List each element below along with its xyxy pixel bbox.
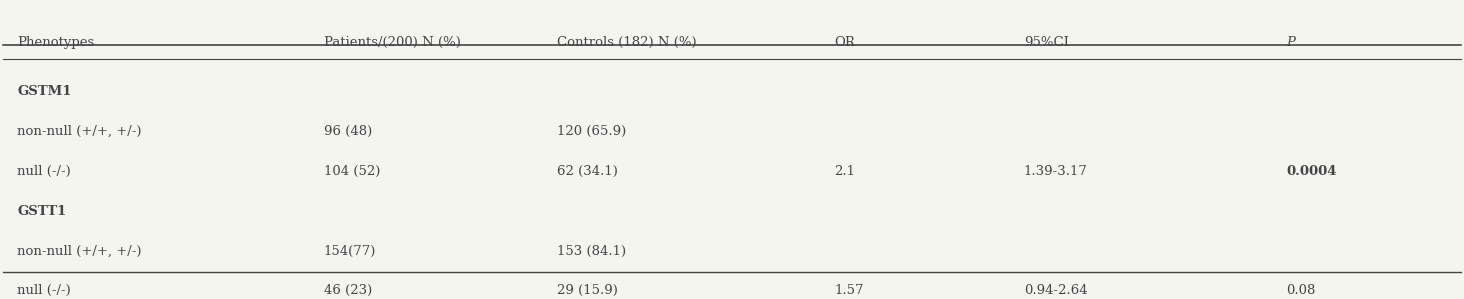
Text: 29 (15.9): 29 (15.9) — [556, 284, 618, 297]
Text: 154(77): 154(77) — [324, 245, 376, 257]
Text: GSTT1: GSTT1 — [18, 205, 67, 218]
Text: 1.57: 1.57 — [834, 284, 864, 297]
Text: Patients/(200) N (%): Patients/(200) N (%) — [324, 36, 461, 49]
Text: P: P — [1287, 36, 1296, 49]
Text: 0.08: 0.08 — [1287, 284, 1316, 297]
Text: non-null (+/+, +/-): non-null (+/+, +/-) — [18, 245, 142, 257]
Text: 0.0004: 0.0004 — [1287, 165, 1337, 178]
Text: null (-/-): null (-/-) — [18, 165, 72, 178]
Text: OR: OR — [834, 36, 855, 49]
Text: Phenotypes: Phenotypes — [18, 36, 95, 49]
Text: 0.94-2.64: 0.94-2.64 — [1023, 284, 1088, 297]
Text: 153 (84.1): 153 (84.1) — [556, 245, 627, 257]
Text: 46 (23): 46 (23) — [324, 284, 372, 297]
Text: 104 (52): 104 (52) — [324, 165, 381, 178]
Text: 96 (48): 96 (48) — [324, 125, 372, 138]
Text: non-null (+/+, +/-): non-null (+/+, +/-) — [18, 125, 142, 138]
Text: GSTM1: GSTM1 — [18, 85, 72, 98]
Text: 2.1: 2.1 — [834, 165, 855, 178]
Text: 1.39-3.17: 1.39-3.17 — [1023, 165, 1088, 178]
Text: 120 (65.9): 120 (65.9) — [556, 125, 627, 138]
Text: null (-/-): null (-/-) — [18, 284, 72, 297]
Text: 62 (34.1): 62 (34.1) — [556, 165, 618, 178]
Text: Controls (182) N (%): Controls (182) N (%) — [556, 36, 697, 49]
Text: 95%CI: 95%CI — [1023, 36, 1069, 49]
